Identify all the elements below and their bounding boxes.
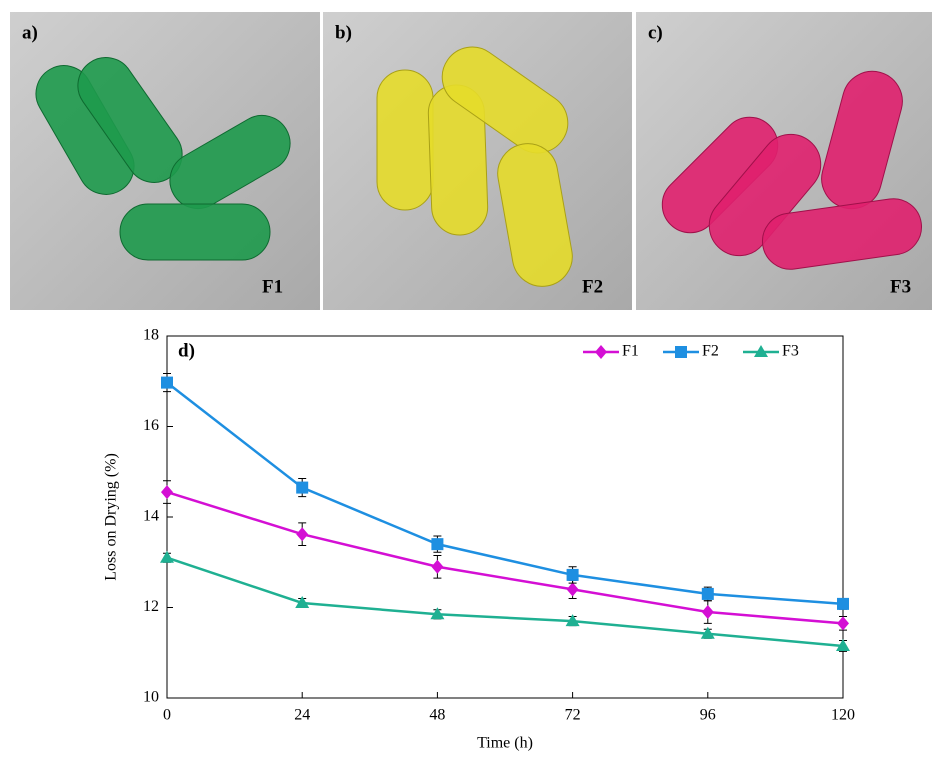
panel-label: b) <box>335 22 352 43</box>
y-tick-label: 14 <box>143 508 159 525</box>
marker <box>296 527 308 541</box>
x-tick-label: 0 <box>163 707 171 724</box>
x-tick-label: 72 <box>565 707 581 724</box>
series-line <box>167 558 843 646</box>
x-tick-label: 120 <box>831 707 855 724</box>
series-line <box>167 383 843 604</box>
marker <box>160 551 174 563</box>
y-tick-label: 16 <box>143 417 159 434</box>
marker <box>431 560 443 574</box>
x-tick-label: 96 <box>700 707 716 724</box>
marker <box>837 598 849 610</box>
marker <box>296 482 308 494</box>
x-tick-label: 24 <box>294 707 310 724</box>
marker <box>702 588 714 600</box>
plot-frame <box>167 336 843 698</box>
y-tick-label: 12 <box>143 598 159 615</box>
x-axis-label: Time (h) <box>477 735 533 752</box>
photo-a <box>10 12 320 310</box>
y-tick-label: 18 <box>143 327 159 344</box>
photo-b <box>323 12 632 310</box>
x-tick-label: 48 <box>429 707 445 724</box>
legend-marker <box>675 346 687 358</box>
panel-caption: F2 <box>582 276 603 297</box>
figure: a) F1 b) F2 c) F3 d) Time (h) Loss on Dr… <box>0 0 932 756</box>
legend-marker <box>595 345 607 359</box>
legend-label: F3 <box>782 343 799 360</box>
photo-c <box>636 12 932 310</box>
marker <box>567 569 579 581</box>
marker <box>161 377 173 389</box>
panel-label: d) <box>178 340 195 361</box>
series-line <box>167 492 843 623</box>
panel-label: a) <box>22 22 38 43</box>
marker <box>567 582 579 596</box>
legend-label: F1 <box>622 343 639 360</box>
y-tick-label: 10 <box>143 689 159 706</box>
marker <box>431 538 443 550</box>
panel-caption: F3 <box>890 276 911 297</box>
marker <box>837 616 849 630</box>
y-axis-label: Loss on Drying (%) <box>103 453 120 581</box>
panel-caption: F1 <box>262 276 283 297</box>
marker <box>161 485 173 499</box>
marker <box>702 605 714 619</box>
panel-label: c) <box>648 22 663 43</box>
legend-label: F2 <box>702 343 719 360</box>
